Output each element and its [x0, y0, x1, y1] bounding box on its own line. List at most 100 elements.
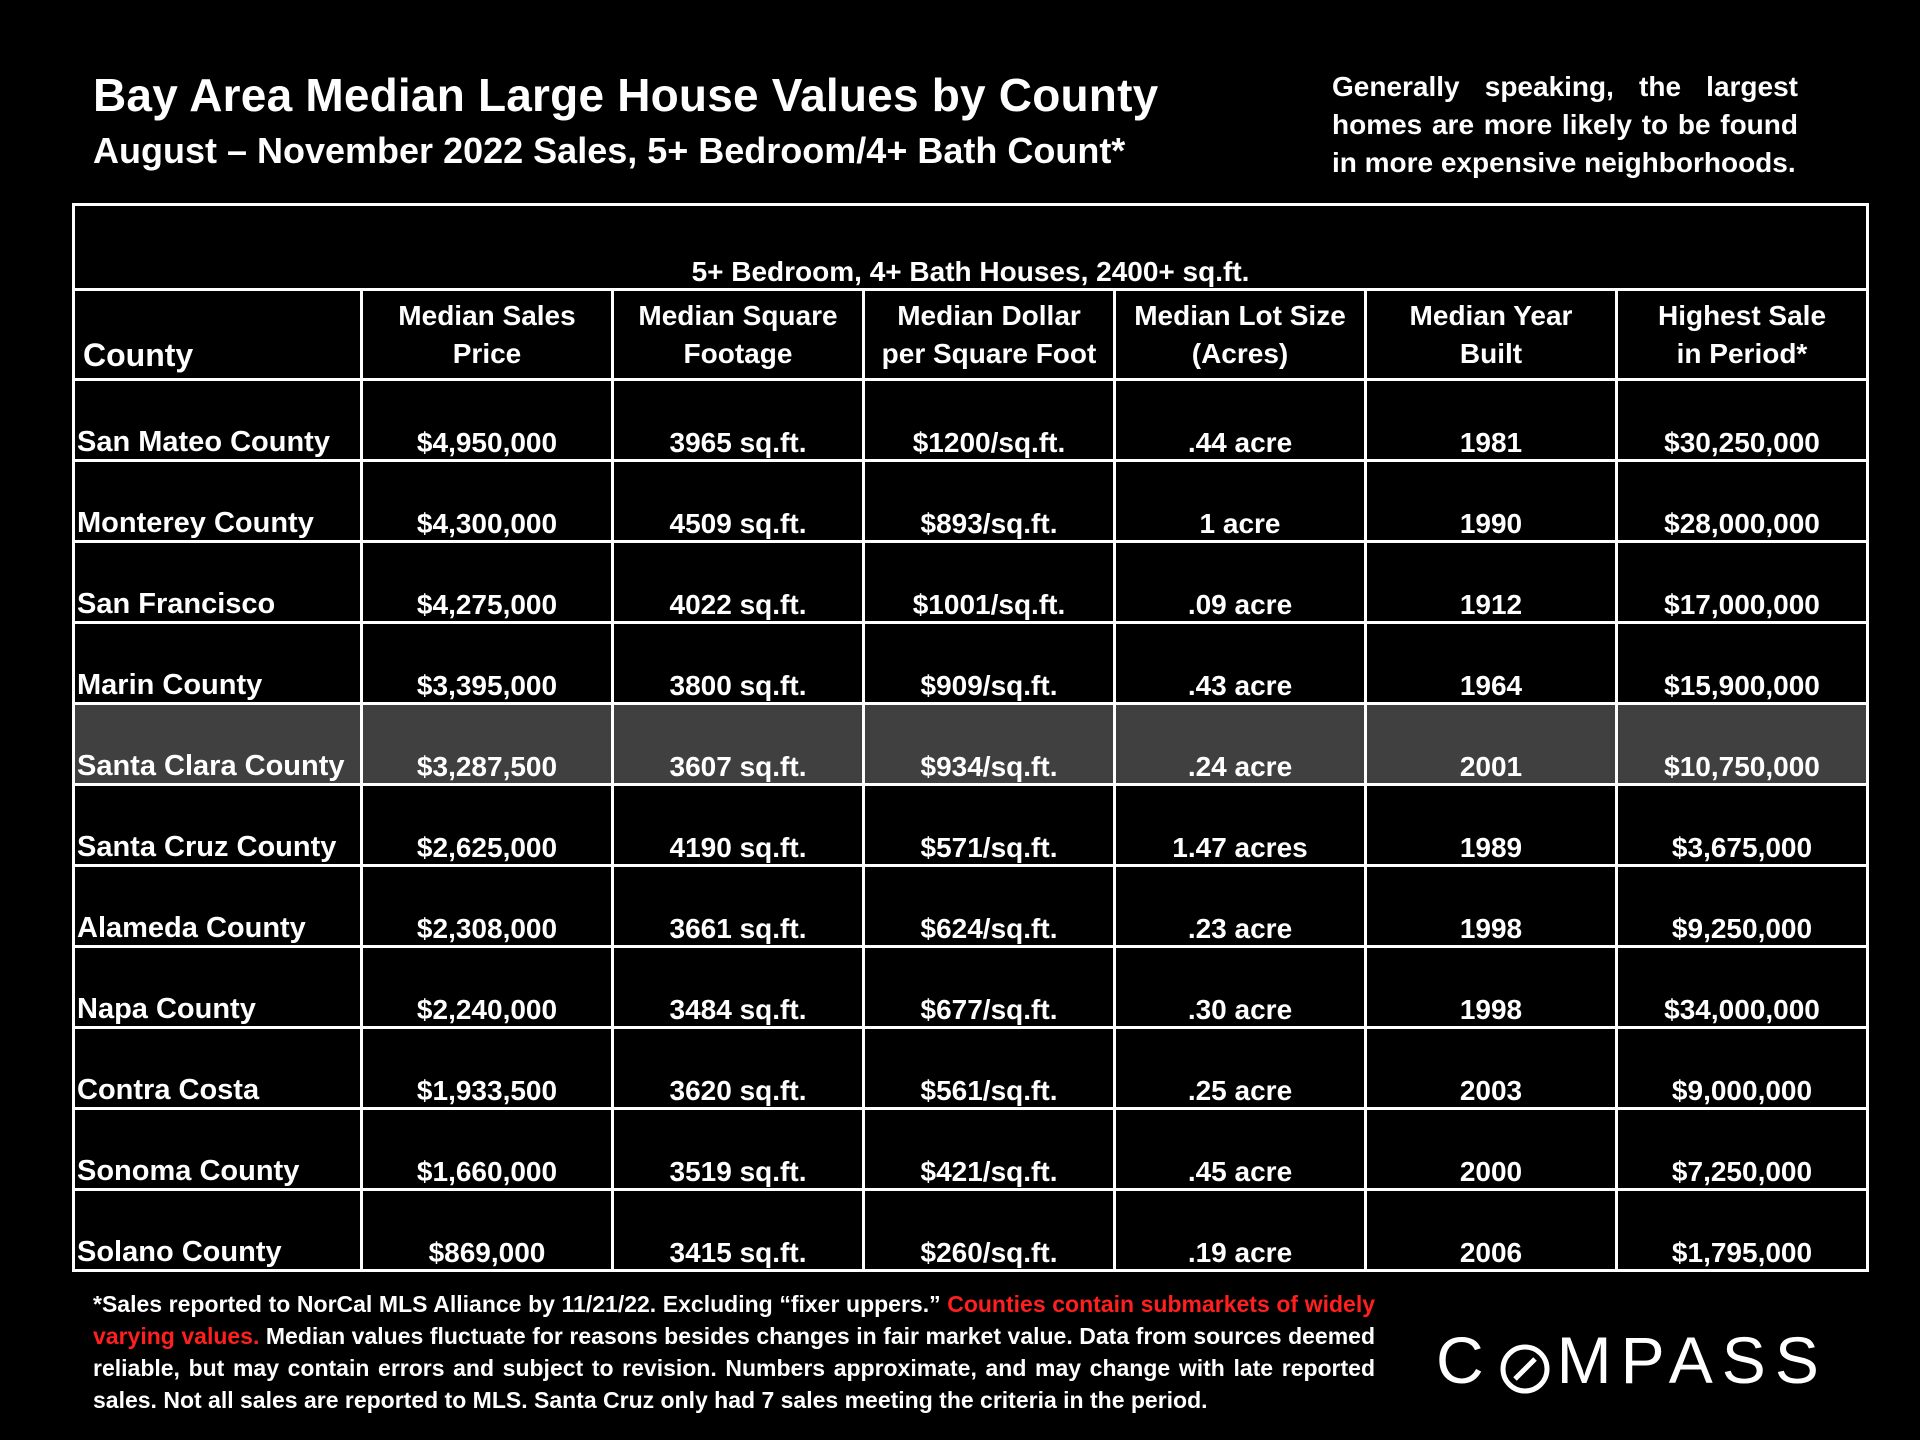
year-built-cell: 2001	[1364, 702, 1618, 786]
lot-size-cell: .23 acre	[1113, 864, 1367, 948]
lot-size-cell: .19 acre	[1113, 1188, 1367, 1272]
median-price-cell: $4,275,000	[360, 540, 614, 624]
lot-size-cell: .43 acre	[1113, 621, 1367, 705]
highest-sale-cell: $30,250,000	[1615, 378, 1869, 462]
median-price-cell: $1,933,500	[360, 1026, 614, 1110]
column-header-median-sqft: Median Square Footage	[611, 288, 865, 381]
table-row: San Francisco $4,275,000 4022 sq.ft. $10…	[72, 540, 1869, 624]
table-row: Marin County $3,395,000 3800 sq.ft. $909…	[72, 621, 1869, 705]
table-row: Sonoma County $1,660,000 3519 sq.ft. $42…	[72, 1107, 1869, 1191]
highest-sale-cell: $28,000,000	[1615, 459, 1869, 543]
median-sqft-cell: 3484 sq.ft.	[611, 945, 865, 1029]
county-cell: Sonoma County	[72, 1107, 363, 1191]
county-cell: Monterey County	[72, 459, 363, 543]
median-sqft-cell: 3620 sq.ft.	[611, 1026, 865, 1110]
column-header-dollar-per-sqft: Median Dollar per Square Foot	[862, 288, 1116, 381]
page-subtitle: August – November 2022 Sales, 5+ Bedroom…	[93, 130, 1126, 171]
county-values-table: 5+ Bedroom, 4+ Bath Houses, 2400+ sq.ft.…	[72, 203, 1869, 1272]
table-row: Alameda County $2,308,000 3661 sq.ft. $6…	[72, 864, 1869, 948]
footnote: *Sales reported to NorCal MLS Alliance b…	[93, 1288, 1375, 1416]
highest-sale-cell: $7,250,000	[1615, 1107, 1869, 1191]
highest-sale-cell: $1,795,000	[1615, 1188, 1869, 1272]
median-sqft-cell: 4022 sq.ft.	[611, 540, 865, 624]
median-sqft-cell: 3519 sq.ft.	[611, 1107, 865, 1191]
footnote-warning: Counties contain submarkets of widely va…	[93, 1291, 1375, 1349]
dollar-per-sqft-cell: $1200/sq.ft.	[862, 378, 1116, 462]
dollar-per-sqft-cell: $1001/sq.ft.	[862, 540, 1116, 624]
median-sqft-cell: 4190 sq.ft.	[611, 783, 865, 867]
county-cell: San Mateo County	[72, 378, 363, 462]
highest-sale-cell: $17,000,000	[1615, 540, 1869, 624]
highest-sale-cell: $9,250,000	[1615, 864, 1869, 948]
highest-sale-cell: $15,900,000	[1615, 621, 1869, 705]
highest-sale-cell: $34,000,000	[1615, 945, 1869, 1029]
table-row: Monterey County $4,300,000 4509 sq.ft. $…	[72, 459, 1869, 543]
dollar-per-sqft-cell: $909/sq.ft.	[862, 621, 1116, 705]
median-price-cell: $4,300,000	[360, 459, 614, 543]
table-row: Solano County $869,000 3415 sq.ft. $260/…	[72, 1188, 1869, 1272]
year-built-cell: 2006	[1364, 1188, 1618, 1272]
footnote-text: Median values fluctuate for reasons besi…	[93, 1323, 1376, 1413]
lot-size-cell: .44 acre	[1113, 378, 1367, 462]
year-built-cell: 1912	[1364, 540, 1618, 624]
dollar-per-sqft-cell: $677/sq.ft.	[862, 945, 1116, 1029]
median-sqft-cell: 3965 sq.ft.	[611, 378, 865, 462]
column-header-county: County	[72, 288, 363, 381]
lot-size-cell: .09 acre	[1113, 540, 1367, 624]
highest-sale-cell: $3,675,000	[1615, 783, 1869, 867]
table-row: San Mateo County $4,950,000 3965 sq.ft. …	[72, 378, 1869, 462]
median-sqft-cell: 4509 sq.ft.	[611, 459, 865, 543]
table-row: Contra Costa $1,933,500 3620 sq.ft. $561…	[72, 1026, 1869, 1110]
year-built-cell: 1998	[1364, 864, 1618, 948]
column-header-year-built: Median Year Built	[1364, 288, 1618, 381]
table-row: Santa Cruz County $2,625,000 4190 sq.ft.…	[72, 783, 1869, 867]
median-price-cell: $2,240,000	[360, 945, 614, 1029]
highest-sale-cell: $9,000,000	[1615, 1026, 1869, 1110]
median-price-cell: $4,950,000	[360, 378, 614, 462]
year-built-cell: 1989	[1364, 783, 1618, 867]
median-sqft-cell: 3800 sq.ft.	[611, 621, 865, 705]
footnote-text: *Sales reported to NorCal MLS Alliance b…	[93, 1291, 948, 1317]
median-price-cell: $1,660,000	[360, 1107, 614, 1191]
lot-size-cell: 1 acre	[1113, 459, 1367, 543]
median-price-cell: $2,308,000	[360, 864, 614, 948]
county-cell: Marin County	[72, 621, 363, 705]
dollar-per-sqft-cell: $624/sq.ft.	[862, 864, 1116, 948]
median-price-cell: $2,625,000	[360, 783, 614, 867]
column-header-lot-size: Median Lot Size (Acres)	[1113, 288, 1367, 381]
dollar-per-sqft-cell: $893/sq.ft.	[862, 459, 1116, 543]
side-note: Generally speaking, the largest homes ar…	[1332, 71, 1798, 178]
compass-logo: C MPASS	[1436, 1322, 1828, 1398]
lot-size-cell: .25 acre	[1113, 1026, 1367, 1110]
median-price-cell: $3,395,000	[360, 621, 614, 705]
compass-o-icon	[1499, 1334, 1551, 1394]
county-cell: Alameda County	[72, 864, 363, 948]
year-built-cell: 1964	[1364, 621, 1618, 705]
column-header-highest-sale: Highest Sale in Period*	[1615, 288, 1869, 381]
county-cell: Contra Costa	[72, 1026, 363, 1110]
column-header-median-price: Median Sales Price	[360, 288, 614, 381]
median-sqft-cell: 3415 sq.ft.	[611, 1188, 865, 1272]
year-built-cell: 2003	[1364, 1026, 1618, 1110]
dollar-per-sqft-cell: $421/sq.ft.	[862, 1107, 1116, 1191]
table-row: Napa County $2,240,000 3484 sq.ft. $677/…	[72, 945, 1869, 1029]
table-banner: 5+ Bedroom, 4+ Bath Houses, 2400+ sq.ft.	[72, 203, 1869, 291]
dollar-per-sqft-cell: $260/sq.ft.	[862, 1188, 1116, 1272]
median-sqft-cell: 3607 sq.ft.	[611, 702, 865, 786]
year-built-cell: 1998	[1364, 945, 1618, 1029]
county-cell: Santa Clara County	[72, 702, 363, 786]
lot-size-cell: .45 acre	[1113, 1107, 1367, 1191]
county-cell: Napa County	[72, 945, 363, 1029]
dollar-per-sqft-cell: $934/sq.ft.	[862, 702, 1116, 786]
lot-size-cell: .30 acre	[1113, 945, 1367, 1029]
county-cell: Solano County	[72, 1188, 363, 1272]
median-price-cell: $869,000	[360, 1188, 614, 1272]
logo-letters: MPASS	[1556, 1323, 1828, 1397]
logo-letter: C	[1436, 1323, 1493, 1397]
county-cell: Santa Cruz County	[72, 783, 363, 867]
dollar-per-sqft-cell: $571/sq.ft.	[862, 783, 1116, 867]
year-built-cell: 1990	[1364, 459, 1618, 543]
highest-sale-cell: $10,750,000	[1615, 702, 1869, 786]
dollar-per-sqft-cell: $561/sq.ft.	[862, 1026, 1116, 1110]
lot-size-cell: 1.47 acres	[1113, 783, 1367, 867]
